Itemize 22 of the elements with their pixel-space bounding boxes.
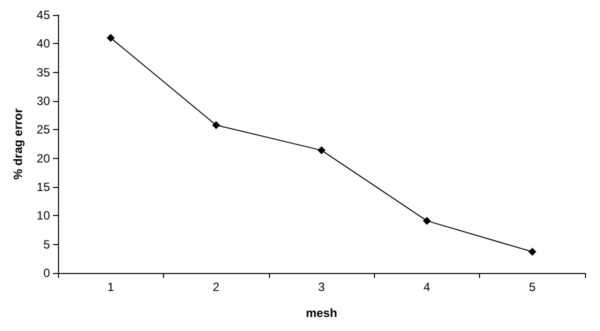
x-tick-label: 1 [107, 280, 114, 294]
point [106, 34, 115, 42]
x-tick-label: 3 [318, 280, 326, 294]
point [528, 248, 536, 256]
y-tick-label: 5 [43, 237, 50, 252]
y-tick-label: 35 [36, 65, 50, 80]
y-tick-label: 25 [36, 122, 50, 137]
y-tick-label: 20 [36, 151, 50, 166]
y-tick-label: 0 [43, 266, 50, 280]
x-axis-title: mesh [306, 306, 338, 320]
x-tick-label: 5 [528, 280, 536, 294]
x-tick-label: 2 [212, 280, 220, 294]
point [212, 121, 220, 130]
point [318, 146, 326, 154]
y-tick-label: 45 [36, 8, 50, 22]
y-tick-label: 30 [36, 94, 50, 108]
y-tick-label: 15 [36, 180, 50, 194]
y-tick-label: 40 [36, 36, 50, 51]
y-tick-label: 10 [36, 208, 50, 223]
x-tick-label: 4 [424, 280, 431, 294]
point [422, 216, 431, 225]
y-axis-title: % drag error [11, 108, 25, 180]
